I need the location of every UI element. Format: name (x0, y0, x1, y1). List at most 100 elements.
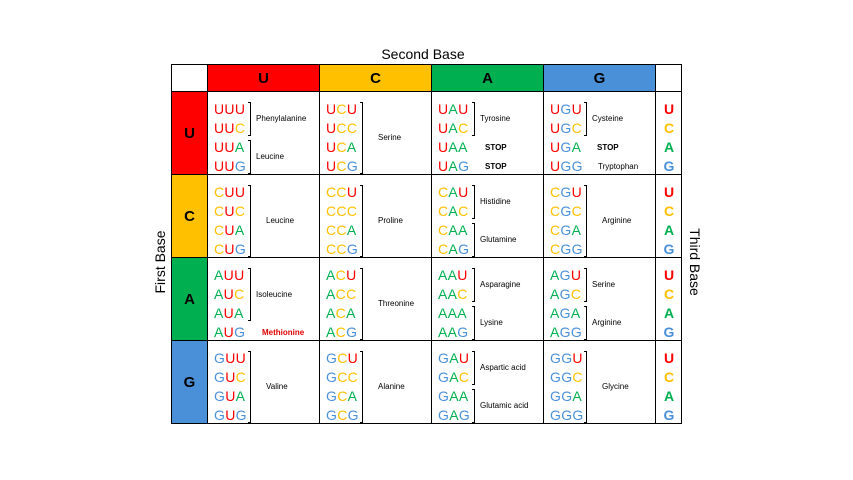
bracket-serine (360, 102, 363, 174)
second-base-header-u: U (207, 64, 320, 92)
amino-acid-methionine: Methionine (262, 327, 305, 337)
bracket-asparagine (472, 268, 475, 302)
amino-acid-valine: Valine (266, 382, 288, 391)
bracket-glutamine (472, 223, 475, 257)
codon-gag: GAG (438, 407, 471, 423)
codon-acc: ACC (326, 286, 357, 302)
bracket-phenylalanine (248, 102, 251, 136)
amino-acid-stop: STOP (597, 142, 619, 152)
codon-ggu: GGU (550, 350, 583, 366)
codon-gaa: GAA (438, 388, 469, 404)
amino-acid-leucine: Leucine (266, 216, 295, 225)
first-base-title: First Base (152, 230, 168, 294)
codon-acu: ACU (326, 267, 357, 283)
third-base-g: G (663, 241, 675, 257)
codon-ccg: CCG (326, 241, 359, 257)
amino-acid-tryptophan: Tryptophan (598, 161, 639, 171)
codon-uga: UGA (550, 139, 582, 155)
codon-ggg: GGG (550, 407, 584, 423)
amino-acid-alanine: Alanine (378, 382, 405, 391)
amino-acid-glutamine: Glutamine (480, 235, 517, 244)
third-base-a: A (663, 222, 675, 238)
codon-ugc: UGC (550, 120, 583, 136)
third-base-u: U (663, 350, 675, 366)
codon-cell-ag: AGU AGC AGA AGG Serine Arginine (543, 257, 656, 341)
bracket-aspartic-acid (472, 351, 475, 385)
codon-gug: GUG (214, 407, 247, 423)
first-base-header-a: A (171, 257, 208, 341)
amino-acid-serine: Serine (592, 280, 616, 289)
third-base-u: U (663, 101, 675, 117)
codon-cell-cu: CUU CUC CUA CUG Leucine (207, 174, 320, 258)
codon-gua: GUA (214, 388, 246, 404)
codon-ucc: UCC (326, 120, 358, 136)
codon-uug: UUG (214, 158, 247, 174)
bracket-tyrosine (472, 102, 475, 136)
codon-agg: AGG (550, 324, 583, 340)
codon-gga: GGA (550, 388, 583, 404)
amino-acid-histidine: Histidine (480, 197, 511, 206)
codon-cuc: CUC (214, 203, 246, 219)
bracket-alanine (360, 351, 363, 423)
codon-gcu: GCU (326, 350, 359, 366)
amino-acid-stop: STOP (485, 142, 507, 152)
codon-gac: GAC (438, 369, 470, 385)
codon-aug: AUG (214, 324, 246, 340)
third-base-g: G (663, 407, 675, 423)
codon-uac: UAC (438, 120, 469, 136)
amino-acid-isoleucine: Isoleucine (256, 289, 293, 299)
third-base-g: G (663, 158, 675, 174)
codon-cell-ua: UAU UAC UAA UAG Tyrosine STOP STOP (431, 91, 544, 175)
bracket-lysine (472, 306, 475, 340)
codon-cell-gg: GGU GGC GGA GGG Glycine (543, 340, 656, 424)
amino-acid-arginine: Arginine (602, 216, 632, 225)
corner-cell-right (655, 64, 682, 92)
bracket-valine (248, 351, 251, 423)
codon-ugu: UGU (550, 101, 583, 117)
codon-cug: CUG (214, 241, 247, 257)
codon-cell-ga: GAU GAC GAA GAG Aspartic acid Glutamic acid (431, 340, 544, 424)
first-base-header-g: G (171, 340, 208, 424)
codon-auc: AUC (214, 286, 245, 302)
codon-cga: CGA (550, 222, 582, 238)
codon-uuu: UUU (214, 101, 246, 117)
codon-ggc: GGC (550, 369, 583, 385)
codon-cell-ac: ACU ACC ACA ACG Threonine (319, 257, 432, 341)
bracket-cysteine (584, 102, 587, 136)
codon-cell-aa: AAU AAC AAA AAG Asparagine Lysine (431, 257, 544, 341)
codon-cell-ug: UGU UGC UGA UGG Cysteine STOP Tryptophan (543, 91, 656, 175)
amino-acid-serine: Serine (378, 133, 402, 142)
codon-auu: AUU (214, 267, 245, 283)
amino-acid-threonine: Threonine (378, 299, 415, 308)
corner-cell (171, 64, 208, 92)
codon-ucg: UCG (326, 158, 359, 174)
codon-cgc: CGC (550, 203, 583, 219)
codon-guc: GUC (214, 369, 247, 385)
codon-uaa: UAA (438, 139, 468, 155)
second-base-header-c: C (319, 64, 432, 92)
first-base-header-c: C (171, 174, 208, 258)
third-base-c: C (663, 120, 675, 136)
codon-uua: UUA (214, 139, 245, 155)
third-base-c: C (663, 203, 675, 219)
amino-acid-aspartic-acid: Aspartic acid (480, 363, 526, 372)
amino-acid-asparagine: Asparagine (480, 280, 521, 289)
codon-acg: ACG (326, 324, 358, 340)
amino-acid-proline: Proline (378, 216, 403, 225)
codon-cgu: CGU (550, 184, 583, 200)
codon-grid: U C A G U UUU UUC UUA UUG Phenylalanine Leucine UCU… (171, 64, 682, 424)
codon-uca: UCA (326, 139, 357, 155)
bracket-threonine (360, 268, 363, 340)
bracket-proline (360, 185, 363, 257)
codon-aac: AAC (438, 286, 468, 302)
codon-gau: GAU (438, 350, 470, 366)
third-base-a: A (663, 305, 675, 321)
second-base-header-g: G (543, 64, 656, 92)
codon-ccc: CCC (326, 203, 358, 219)
third-base-a: A (663, 139, 675, 155)
third-base-c: C (663, 369, 675, 385)
codon-agu: AGU (550, 267, 582, 283)
